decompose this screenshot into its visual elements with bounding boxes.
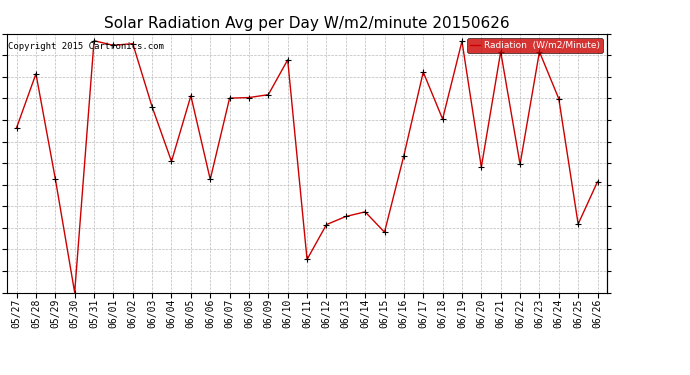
Title: Solar Radiation Avg per Day W/m2/minute 20150626: Solar Radiation Avg per Day W/m2/minute … — [104, 16, 510, 31]
Text: Copyright 2015 Cartronics.com: Copyright 2015 Cartronics.com — [8, 42, 164, 51]
Legend: Radiation  (W/m2/Minute): Radiation (W/m2/Minute) — [467, 38, 602, 53]
